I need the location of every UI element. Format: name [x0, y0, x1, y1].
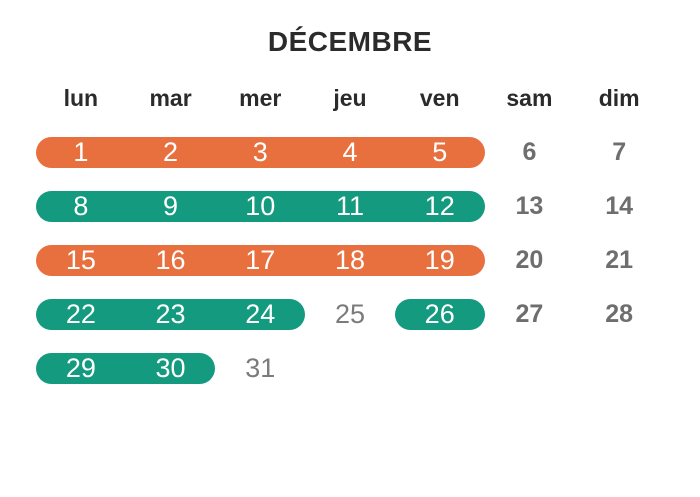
week-row-1: 1 2 3 4 5 6 7: [36, 137, 664, 168]
day-cell-24: 24: [245, 299, 276, 329]
day-cell-14: 14: [605, 192, 634, 220]
weekday-label-dim: dim: [598, 85, 640, 111]
highlight-pill-orange: [36, 245, 485, 276]
month-title: DÉCEMBRE: [267, 26, 433, 57]
day-cell-15: 15: [65, 245, 96, 275]
day-cell-23: 23: [155, 299, 186, 329]
day-cell-19: 19: [424, 245, 455, 275]
highlight-pill-green: [36, 299, 306, 330]
week-row-2: 8 9 10 11 12 13 14: [36, 191, 664, 222]
highlight-pill-green: [36, 191, 485, 222]
day-cell-13: 13: [515, 192, 544, 220]
weekday-label-jeu: jeu: [333, 85, 367, 111]
week-row-5: 29 30 31: [36, 353, 664, 384]
day-cell-3: 3: [252, 137, 268, 167]
day-cell-30: 30: [155, 353, 186, 383]
day-cell-4: 4: [342, 137, 358, 167]
weekday-label-ven: ven: [419, 85, 460, 111]
day-cell-18: 18: [334, 245, 366, 275]
highlight-pill-green: [394, 299, 485, 330]
calendar-weeks: 1 2 3 4 5 6 7 8 9 10 11 12 13 14 15 16 17 18 19 20 21 22 23 24 2…: [36, 137, 664, 384]
day-cell-27: 27: [515, 300, 544, 328]
day-cell-21: 21: [605, 246, 634, 274]
week-row-4: 22 23 24 25 26 27 28: [36, 299, 664, 330]
weekday-label-sam: sam: [506, 85, 553, 111]
day-cell-2: 2: [163, 137, 179, 167]
highlight-pill-orange: [36, 137, 485, 168]
weekday-label-lun: lun: [63, 85, 99, 111]
day-cell-22: 22: [65, 299, 96, 329]
day-cell-31: 31: [245, 353, 276, 383]
day-cell-28: 28: [605, 300, 634, 328]
day-cell-17: 17: [245, 245, 276, 275]
day-cell-7: 7: [612, 138, 627, 166]
day-cell-16: 16: [155, 245, 186, 275]
day-cell-9: 9: [163, 191, 179, 221]
day-cell-10: 10: [245, 191, 276, 221]
day-cell-29: 29: [65, 353, 96, 383]
day-cell-25: 25: [334, 299, 366, 329]
weekday-header-row: lun mar mer jeu ven sam dim: [36, 84, 664, 112]
day-cell-5: 5: [432, 137, 448, 167]
day-cell-20: 20: [515, 246, 544, 274]
weekday-label-mer: mer: [239, 85, 282, 111]
highlight-pill-green: [36, 353, 216, 384]
day-cell-6: 6: [522, 138, 537, 166]
day-cell-12: 12: [424, 191, 455, 221]
weekday-label-mar: mar: [149, 85, 192, 111]
day-cell-1: 1: [73, 137, 89, 167]
day-cell-8: 8: [73, 191, 89, 221]
day-cell-11: 11: [335, 191, 364, 221]
week-row-3: 15 16 17 18 19 20 21: [36, 245, 664, 276]
day-cell-26: 26: [424, 299, 455, 329]
